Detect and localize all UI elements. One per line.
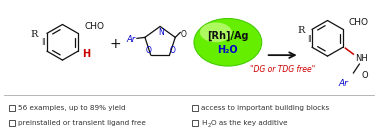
Ellipse shape [200, 22, 232, 42]
Text: O: O [169, 46, 175, 55]
Bar [9, 120, 15, 126]
Text: CHO: CHO [349, 18, 369, 27]
Text: 2: 2 [208, 123, 211, 128]
Text: R: R [31, 30, 38, 39]
Text: H: H [201, 120, 206, 126]
Bar [192, 120, 198, 126]
Text: H₂O: H₂O [218, 45, 238, 55]
Text: O: O [180, 30, 186, 39]
Text: H: H [82, 49, 90, 59]
Text: +: + [110, 37, 121, 51]
Text: N: N [158, 28, 164, 37]
Text: "DG or TDG free": "DG or TDG free" [250, 64, 315, 74]
Text: 56 examples, up to 89% yield: 56 examples, up to 89% yield [18, 105, 125, 111]
Text: O: O [146, 46, 152, 55]
Text: [Rh]/Ag: [Rh]/Ag [207, 31, 249, 41]
Text: R: R [298, 26, 305, 35]
Text: ‖: ‖ [41, 38, 44, 45]
Text: Ar: Ar [338, 79, 349, 88]
Bar [192, 105, 198, 111]
Text: ‖: ‖ [307, 35, 310, 42]
Text: preinstalled or transient ligand free: preinstalled or transient ligand free [18, 120, 146, 126]
Ellipse shape [194, 18, 262, 66]
Text: Ar: Ar [126, 35, 136, 44]
Text: access to important building blocks: access to important building blocks [201, 105, 329, 111]
Text: O: O [361, 71, 368, 80]
Text: CHO: CHO [84, 22, 104, 31]
Text: NH: NH [355, 54, 368, 63]
Text: O as the key additive: O as the key additive [211, 120, 288, 126]
Bar [9, 105, 15, 111]
